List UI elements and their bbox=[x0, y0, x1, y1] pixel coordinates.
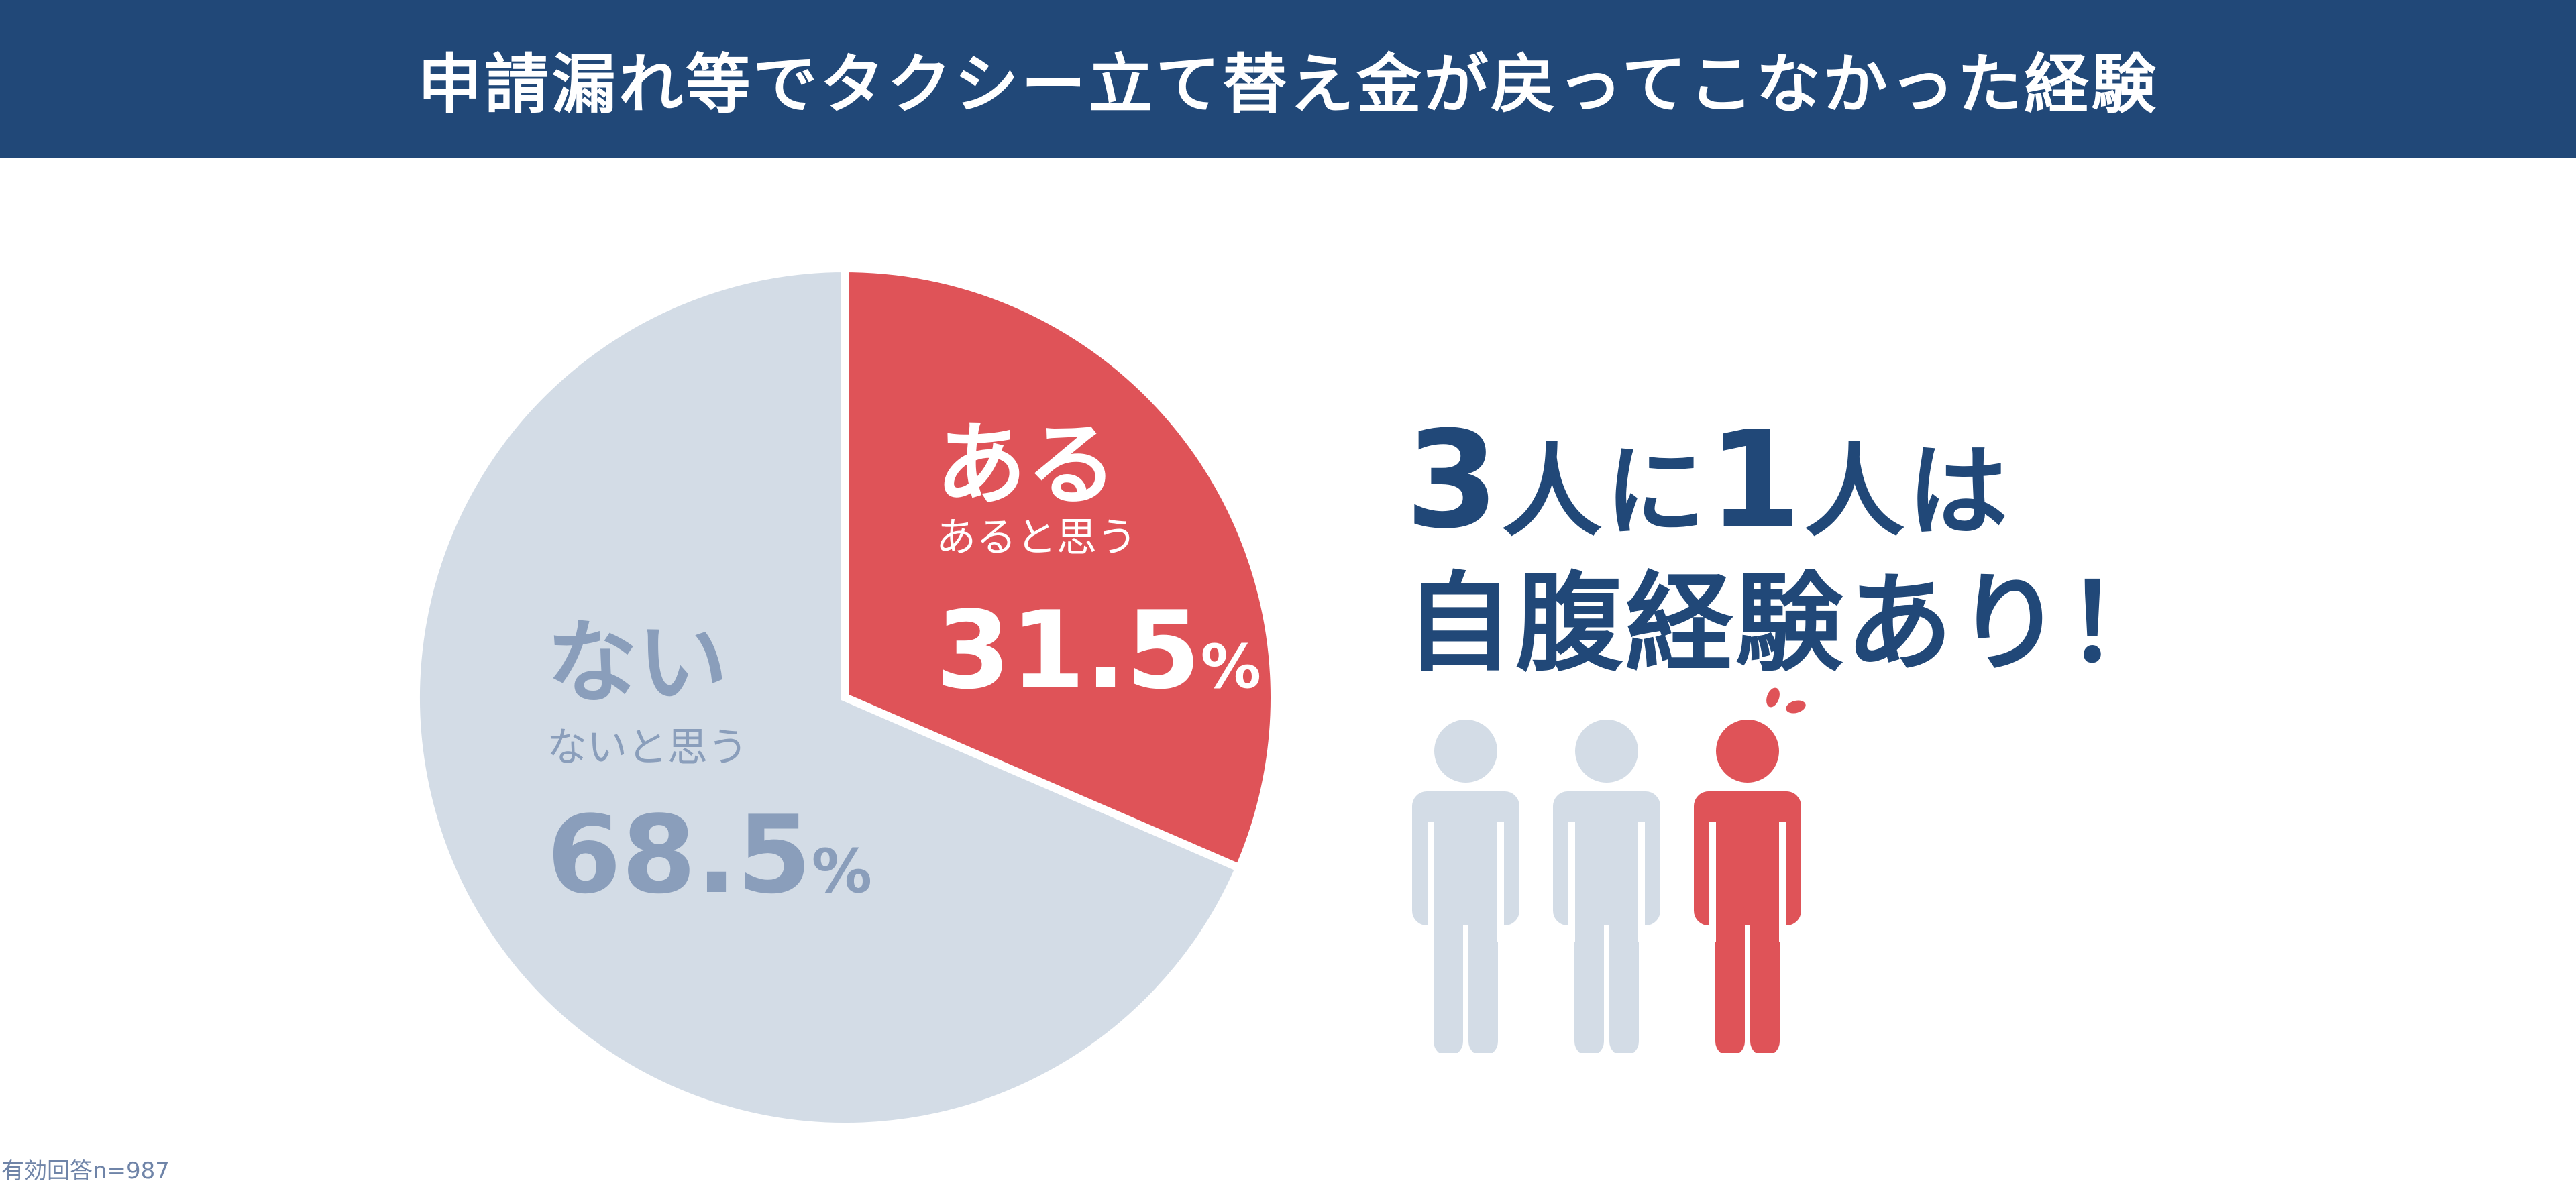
headline-num-1: 1 bbox=[1708, 402, 1805, 559]
slice-label-no: ない bbox=[547, 610, 728, 716]
slice-value-yes-unit: % bbox=[1201, 632, 1261, 702]
page-title: 申請漏れ等でタクシー立て替え金が戻ってこなかった経験 bbox=[417, 47, 2159, 122]
headline-text-2: 人は bbox=[1804, 434, 2011, 551]
slice-value-no-unit: % bbox=[812, 836, 872, 907]
slice-value-no: 68.5% bbox=[547, 792, 872, 917]
people-illustration bbox=[1412, 687, 1806, 1053]
person-icon-2 bbox=[1553, 720, 1660, 1053]
sweat-drops-icon bbox=[1766, 687, 1806, 714]
pie-slice-no bbox=[412, 264, 1245, 1131]
person-icon-3 bbox=[1694, 720, 1801, 1053]
pie-slice-yes bbox=[841, 264, 1279, 874]
headline-message: 自腹経験あり！ bbox=[1405, 561, 2176, 686]
sample-size-note: 有効回答n=987 bbox=[1, 1158, 170, 1184]
header-bar: 申請漏れ等でタクシー立て替え金が戻ってこなかった経験 bbox=[0, 0, 2576, 158]
headline-text-1: 人に bbox=[1501, 434, 1709, 551]
person-icon-1 bbox=[1412, 720, 1519, 1053]
headline-ratio: 3人に1人は bbox=[1405, 402, 2010, 559]
headline-num-3: 3 bbox=[1405, 402, 1502, 559]
slice-sublabel-no: ないと思う bbox=[547, 724, 748, 771]
slice-sublabel-yes: あると思う bbox=[936, 514, 1137, 561]
slice-label-yes: ある bbox=[936, 412, 1117, 518]
